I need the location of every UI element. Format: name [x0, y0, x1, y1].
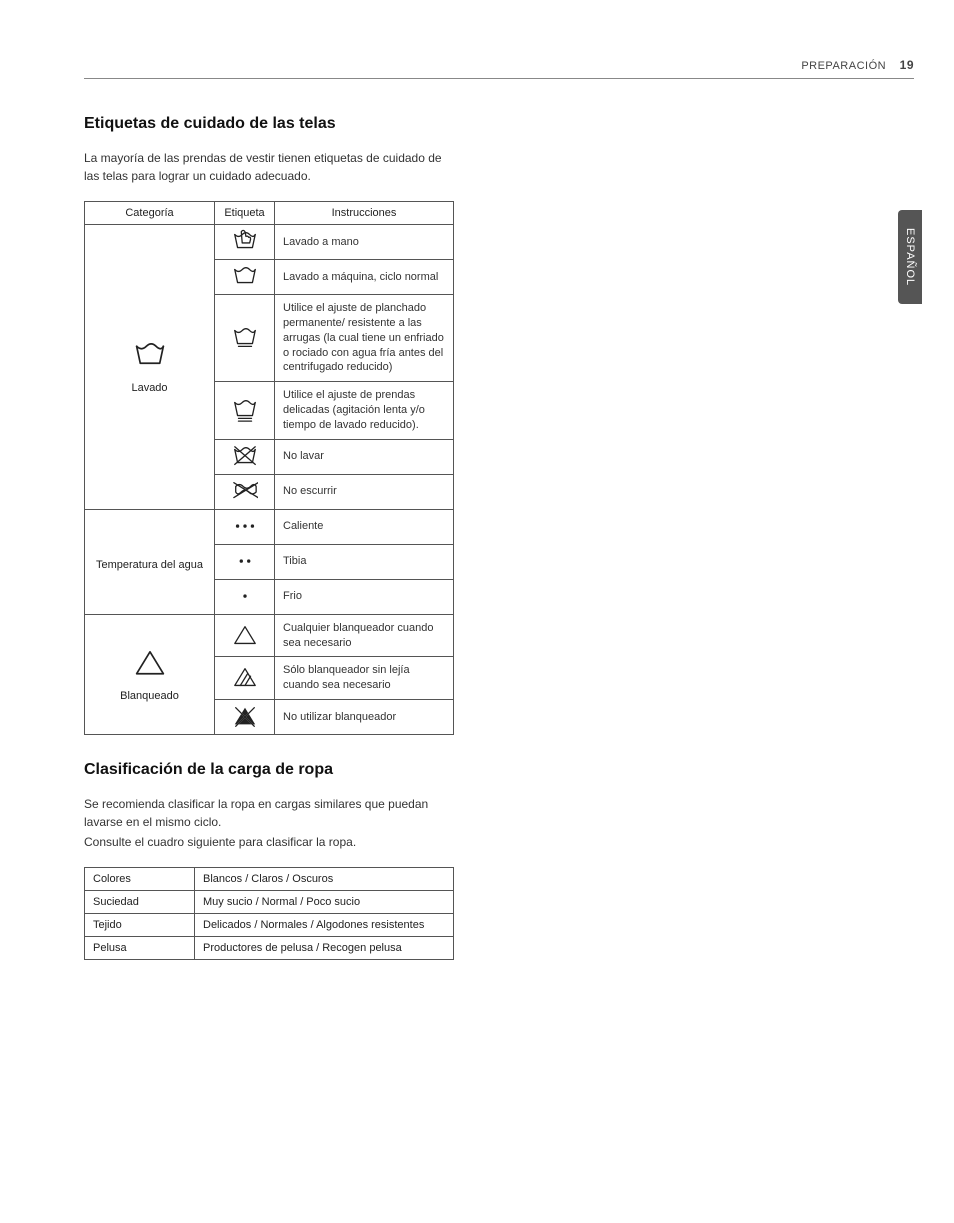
col-instructions: Instrucciones	[275, 202, 454, 225]
section1-intro: La mayoría de las prendas de vestir tien…	[84, 149, 444, 185]
care-labels-table: Categoría Etiqueta Instrucciones Lavado L…	[84, 201, 454, 735]
triangle-stripes-icon	[215, 657, 275, 700]
instruction-text: No utilizar blanqueador	[275, 700, 454, 735]
category-cell: Temperatura del agua	[85, 509, 215, 614]
hand-wash-icon	[215, 225, 275, 260]
sort-key: Pelusa	[85, 937, 195, 960]
triangle-icon	[133, 647, 167, 681]
section-name: PREPARACIÓN	[801, 60, 886, 72]
language-tab: ESPAÑOL	[898, 210, 922, 304]
section2-intro1: Se recomienda clasificar la ropa en carg…	[84, 795, 444, 831]
triangle-x-icon	[215, 700, 275, 735]
instruction-text: Sólo blanqueador sin lejía cuando sea ne…	[275, 657, 454, 700]
wash-delicate-icon	[215, 382, 275, 440]
page-number: 19	[900, 58, 914, 72]
wash-basin-icon	[215, 260, 275, 295]
col-label: Etiqueta	[215, 202, 275, 225]
col-category: Categoría	[85, 202, 215, 225]
sort-val: Blancos / Claros / Oscuros	[195, 868, 454, 891]
page-header: PREPARACIÓN 19	[84, 58, 914, 79]
no-wash-icon	[215, 439, 275, 474]
instruction-text: Lavado a máquina, ciclo normal	[275, 260, 454, 295]
no-wring-icon	[215, 474, 275, 509]
category-label: Temperatura del agua	[89, 559, 210, 571]
category-label: Lavado	[89, 382, 210, 394]
instruction-text: Utilice el ajuste de prendas delicadas (…	[275, 382, 454, 440]
section2-title: Clasificación de la carga de ropa	[84, 761, 544, 779]
dots-1-icon	[215, 579, 275, 614]
sort-key: Suciedad	[85, 891, 195, 914]
instruction-text: Utilice el ajuste de planchado permanent…	[275, 295, 454, 382]
sorting-table: ColoresBlancos / Claros / OscurosSucieda…	[84, 867, 454, 960]
dots-3-icon	[215, 509, 275, 544]
sort-val: Muy sucio / Normal / Poco sucio	[195, 891, 454, 914]
category-label: Blanqueado	[89, 690, 210, 702]
wash-perm-press-icon	[215, 295, 275, 382]
wash-basin-icon	[133, 339, 167, 373]
instruction-text: Tibia	[275, 544, 454, 579]
sort-key: Colores	[85, 868, 195, 891]
dots-2-icon	[215, 544, 275, 579]
instruction-text: Frio	[275, 579, 454, 614]
sort-val: Delicados / Normales / Algodones resiste…	[195, 914, 454, 937]
instruction-text: No lavar	[275, 439, 454, 474]
instruction-text: Lavado a mano	[275, 225, 454, 260]
triangle-icon	[215, 614, 275, 657]
section2-intro2: Consulte el cuadro siguiente para clasif…	[84, 833, 444, 851]
instruction-text: No escurrir	[275, 474, 454, 509]
instruction-text: Caliente	[275, 509, 454, 544]
section1-title: Etiquetas de cuidado de las telas	[84, 115, 544, 133]
sort-key: Tejido	[85, 914, 195, 937]
category-cell: Blanqueado	[85, 614, 215, 734]
instruction-text: Cualquier blanqueador cuando sea necesar…	[275, 614, 454, 657]
category-cell: Lavado	[85, 225, 215, 510]
sort-val: Productores de pelusa / Recogen pelusa	[195, 937, 454, 960]
